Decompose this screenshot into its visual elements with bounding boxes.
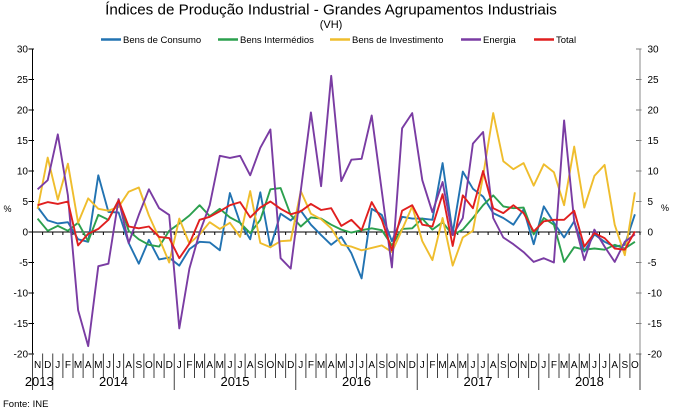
- svg-text:5: 5: [648, 197, 654, 208]
- svg-text:J: J: [106, 360, 111, 371]
- svg-text:0: 0: [648, 228, 654, 239]
- svg-text:J: J: [238, 360, 243, 371]
- svg-text:Total: Total: [556, 35, 576, 46]
- svg-text:%: %: [3, 204, 11, 214]
- svg-text:-10: -10: [648, 289, 663, 300]
- svg-text:A: A: [611, 360, 618, 371]
- svg-text:M: M: [337, 360, 345, 371]
- svg-text:J: J: [359, 360, 364, 371]
- svg-text:A: A: [247, 360, 254, 371]
- svg-text:S: S: [500, 360, 507, 371]
- svg-text:15: 15: [648, 136, 660, 147]
- svg-text:-15: -15: [648, 319, 663, 330]
- svg-text:Bens Intermédios: Bens Intermédios: [240, 35, 314, 46]
- svg-text:N: N: [34, 360, 41, 371]
- svg-text:S: S: [135, 360, 142, 371]
- svg-text:2014: 2014: [99, 374, 128, 389]
- svg-text:20: 20: [648, 106, 660, 117]
- svg-text:O: O: [267, 360, 275, 371]
- svg-text:-15: -15: [14, 319, 29, 330]
- svg-text:Índices de Produção Industrial: Índices de Produção Industrial - Grandes…: [105, 2, 557, 19]
- svg-text:S: S: [257, 360, 264, 371]
- svg-text:J: J: [470, 360, 475, 371]
- svg-text:N: N: [277, 360, 284, 371]
- svg-text:M: M: [580, 360, 588, 371]
- svg-text:Fonte: INE: Fonte: INE: [3, 399, 48, 410]
- svg-text:J: J: [481, 360, 486, 371]
- svg-text:-20: -20: [648, 350, 663, 361]
- svg-text:A: A: [368, 360, 375, 371]
- svg-text:M: M: [94, 360, 102, 371]
- svg-text:S: S: [621, 360, 628, 371]
- svg-text:25: 25: [17, 75, 29, 86]
- svg-text:15: 15: [17, 136, 29, 147]
- svg-text:M: M: [195, 360, 203, 371]
- svg-text:10: 10: [17, 167, 29, 178]
- svg-text:0: 0: [22, 228, 28, 239]
- svg-text:O: O: [631, 360, 639, 371]
- svg-text:5: 5: [22, 197, 28, 208]
- svg-text:25: 25: [648, 75, 660, 86]
- svg-text:M: M: [216, 360, 224, 371]
- svg-text:F: F: [308, 360, 314, 371]
- svg-text:2017: 2017: [464, 374, 493, 389]
- svg-text:F: F: [186, 360, 192, 371]
- svg-text:10: 10: [648, 167, 660, 178]
- svg-text:J: J: [227, 360, 232, 371]
- svg-text:M: M: [560, 360, 568, 371]
- svg-text:M: M: [459, 360, 467, 371]
- svg-text:J: J: [55, 360, 60, 371]
- svg-text:J: J: [116, 360, 121, 371]
- svg-text:(VH): (VH): [320, 19, 343, 31]
- svg-text:20: 20: [17, 106, 29, 117]
- svg-text:F: F: [429, 360, 435, 371]
- svg-text:A: A: [449, 360, 456, 371]
- svg-text:O: O: [510, 360, 518, 371]
- svg-text:J: J: [177, 360, 182, 371]
- svg-text:2016: 2016: [342, 374, 371, 389]
- svg-text:A: A: [206, 360, 213, 371]
- svg-text:2013: 2013: [25, 374, 54, 389]
- svg-text:2018: 2018: [575, 374, 604, 389]
- svg-text:O: O: [145, 360, 153, 371]
- svg-text:D: D: [287, 360, 294, 371]
- svg-text:A: A: [85, 360, 92, 371]
- svg-text:Energia: Energia: [483, 35, 516, 46]
- svg-text:D: D: [166, 360, 173, 371]
- svg-text:D: D: [44, 360, 51, 371]
- svg-text:J: J: [420, 360, 425, 371]
- svg-text:N: N: [520, 360, 527, 371]
- svg-text:F: F: [65, 360, 71, 371]
- svg-text:J: J: [298, 360, 303, 371]
- svg-text:A: A: [125, 360, 132, 371]
- svg-text:-5: -5: [19, 258, 28, 269]
- svg-text:-10: -10: [14, 289, 29, 300]
- svg-text:30: 30: [648, 45, 660, 56]
- svg-text:-20: -20: [14, 350, 29, 361]
- svg-text:J: J: [592, 360, 597, 371]
- svg-text:M: M: [317, 360, 325, 371]
- svg-text:A: A: [571, 360, 578, 371]
- svg-text:%: %: [661, 203, 669, 213]
- svg-text:2015: 2015: [221, 374, 250, 389]
- svg-text:M: M: [74, 360, 82, 371]
- svg-text:F: F: [551, 360, 557, 371]
- svg-text:D: D: [409, 360, 416, 371]
- svg-text:J: J: [602, 360, 607, 371]
- svg-text:S: S: [378, 360, 385, 371]
- svg-text:-5: -5: [648, 258, 657, 269]
- svg-text:J: J: [349, 360, 354, 371]
- svg-text:O: O: [388, 360, 396, 371]
- svg-text:N: N: [398, 360, 405, 371]
- svg-text:Bens de Investimento: Bens de Investimento: [352, 35, 443, 46]
- svg-text:30: 30: [17, 45, 29, 56]
- svg-text:J: J: [541, 360, 546, 371]
- svg-text:N: N: [155, 360, 162, 371]
- svg-text:M: M: [438, 360, 446, 371]
- svg-text:Bens de Consumo: Bens de Consumo: [123, 35, 201, 46]
- svg-text:A: A: [490, 360, 497, 371]
- svg-text:A: A: [328, 360, 335, 371]
- svg-text:D: D: [530, 360, 537, 371]
